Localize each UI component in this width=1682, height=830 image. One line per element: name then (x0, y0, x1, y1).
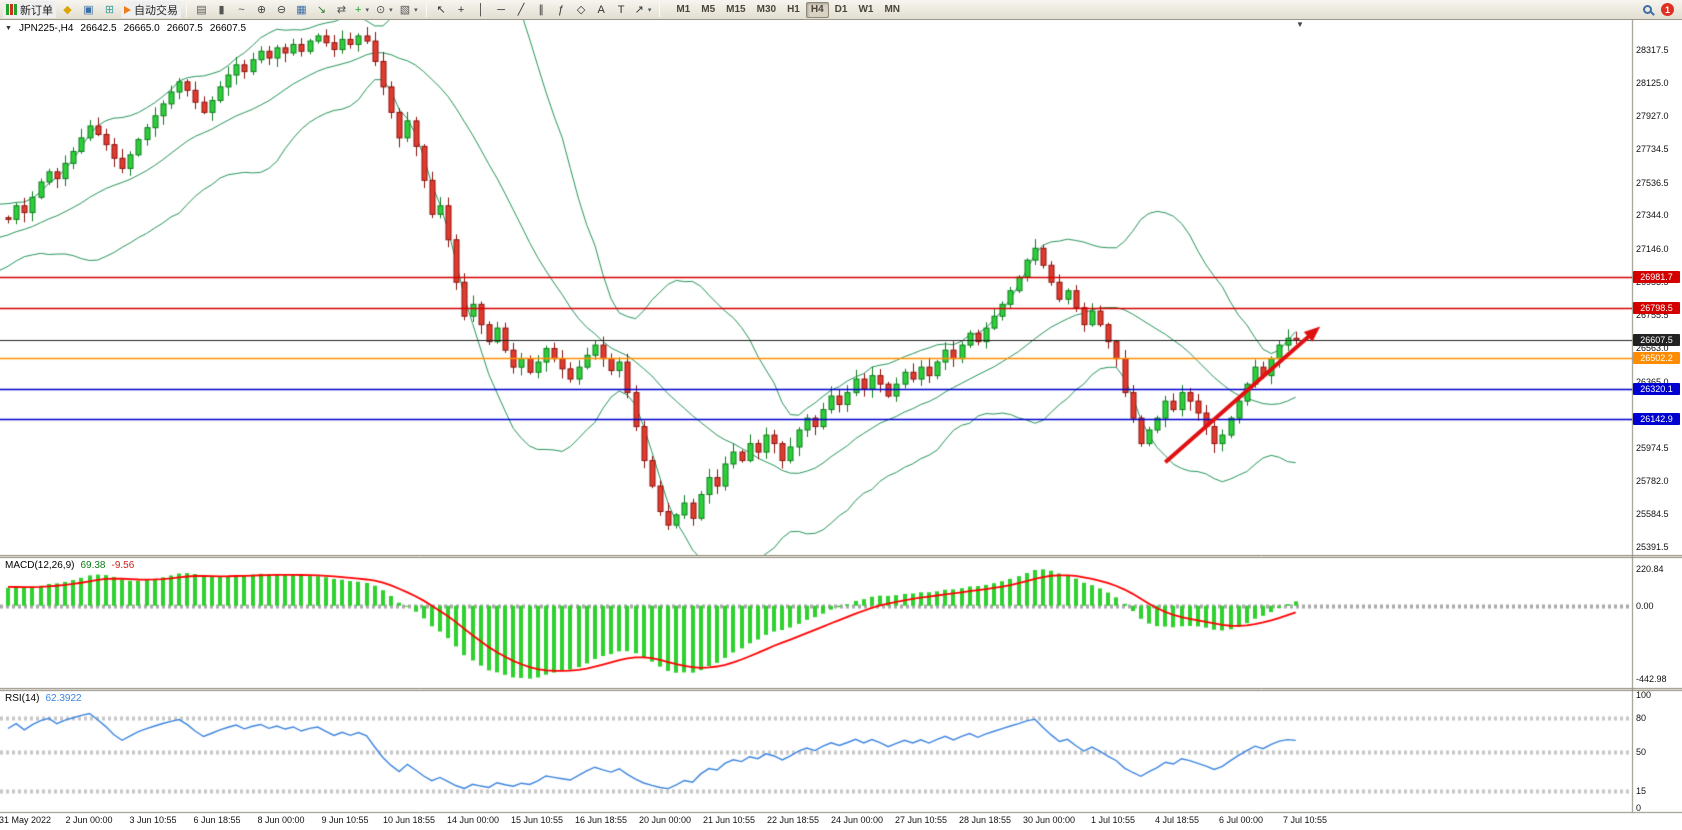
line-chart-icon[interactable]: ~ (232, 1, 251, 18)
navigator-icon: ⊞ (104, 4, 115, 16)
autotrading-button[interactable]: 自动交易 (121, 1, 181, 18)
tile-windows-icon[interactable]: ▦ (292, 1, 311, 18)
market-watch-icon[interactable]: ▣ (79, 1, 98, 18)
autoscroll-icon[interactable]: ↘ (312, 1, 331, 18)
timeframe-button-w1[interactable]: W1 (858, 4, 874, 15)
periods-button: ⊙ (375, 4, 386, 16)
zoom-out-icon: ⊖ (276, 4, 287, 16)
line-chart-icon: ~ (238, 3, 245, 16)
vertical-line-icon[interactable]: │ (472, 1, 491, 18)
chevron-down-icon: ▾ (647, 6, 652, 14)
bar-chart-icon: ▤ (196, 4, 207, 16)
channel-icon: ∥ (538, 4, 544, 16)
vertical-line-icon: │ (477, 3, 485, 16)
arrows-button[interactable]: ↗ ▾ (632, 1, 655, 18)
market-watch-icon: ▣ (83, 4, 94, 16)
new-order-label: 新订单 (20, 4, 53, 17)
autotrading-label: 自动交易 (134, 4, 178, 17)
search-icon[interactable] (1643, 5, 1652, 14)
chart-shift-icon: ⇄ (336, 4, 347, 16)
timeframe-button-h4[interactable]: H4 (805, 1, 829, 18)
trendline-icon[interactable]: ╱ (512, 1, 531, 18)
timeframe-button-m5[interactable]: M5 (701, 4, 716, 15)
metaeditor-icon[interactable]: ◆ (58, 1, 77, 18)
fibonacci-icon: ƒ (558, 3, 565, 16)
new-order-button[interactable]: 新订单 (3, 1, 56, 18)
templates-button: ▧ (399, 4, 411, 16)
navigator-icon[interactable]: ⊞ (100, 1, 119, 18)
trendline-icon: ╱ (517, 4, 525, 16)
chevron-down-icon: ▾ (365, 6, 369, 14)
text-label-icon[interactable]: T (612, 1, 631, 18)
toolbar-separator (186, 2, 187, 17)
chevron-down-icon: ▾ (414, 6, 418, 14)
zoom-in-icon: ⊕ (256, 4, 267, 16)
text-icon[interactable]: A (592, 1, 611, 18)
timeframe-button-m15[interactable]: M15 (726, 4, 746, 15)
timeframe-button-h1[interactable]: H1 (787, 4, 800, 15)
toolbar-separator (659, 2, 661, 17)
bar-chart-icon[interactable]: ▤ (192, 1, 211, 18)
text-label-icon: T (617, 3, 625, 16)
new-chart-button[interactable]: + ▾ (352, 1, 372, 18)
crosshair-icon: + (457, 3, 465, 16)
chevron-down-icon: ▾ (389, 6, 393, 14)
arrows-button: ↗ (634, 4, 644, 16)
fibonacci-icon[interactable]: ƒ (552, 1, 571, 18)
zoom-in-icon[interactable]: ⊕ (252, 1, 271, 18)
toolbar-separator (425, 2, 427, 17)
notification-badge[interactable]: 1 (1661, 3, 1674, 16)
chart-shift-icon[interactable]: ⇄ (332, 1, 351, 18)
shapes-icon: ◇ (576, 4, 586, 16)
cursor-icon: ↖ (436, 4, 446, 16)
templates-button[interactable]: ▧ ▾ (397, 1, 421, 18)
candlestick-chart-icon[interactable]: ▮ (212, 1, 231, 18)
timeframe-button-m30[interactable]: M30 (756, 4, 777, 15)
channel-icon[interactable]: ∥ (532, 1, 551, 18)
metaeditor-icon: ◆ (63, 4, 72, 16)
zoom-out-icon[interactable]: ⊖ (272, 1, 291, 18)
timeframe-button-mn[interactable]: MN (884, 4, 901, 15)
timeframe-button-d1[interactable]: D1 (834, 4, 848, 15)
tile-windows-icon: ▦ (296, 4, 307, 16)
horizontal-line-icon[interactable]: ─ (492, 1, 511, 18)
text-icon: A (597, 3, 605, 16)
crosshair-icon[interactable]: + (452, 1, 471, 18)
timeframe-button-m1[interactable]: M1 (676, 4, 691, 15)
autotrading-play-icon (124, 5, 131, 14)
new-order-icon (6, 4, 17, 15)
shapes-icon[interactable]: ◇ (572, 1, 591, 18)
toolbar: 新订单 ◆ ▣ ⊞ 自动交易 ▤ ▮ ~ ⊕ ⊖ ▦ ↘ ⇄ + ▾ ⊙ ▾ ▧ ▾ ↖ + │ ─ ╱ ∥ ƒ ◇ A T ↗ ▾… (0, 0, 1682, 20)
new-chart-button: + (355, 3, 362, 16)
cursor-icon[interactable]: ↖ (432, 1, 451, 18)
autoscroll-icon: ↘ (316, 4, 327, 16)
horizontal-line-icon: ─ (497, 3, 505, 16)
candlestick-chart-icon: ▮ (218, 4, 225, 16)
periods-button[interactable]: ⊙ ▾ (373, 1, 396, 18)
